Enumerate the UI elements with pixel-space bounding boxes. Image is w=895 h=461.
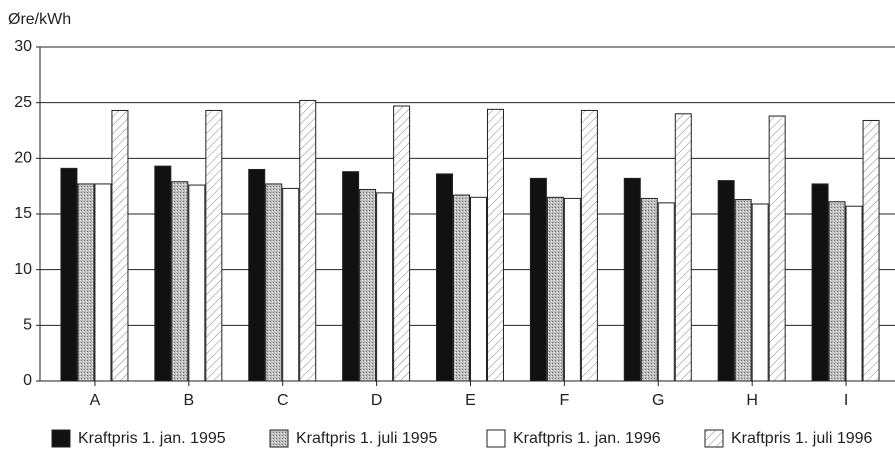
bar xyxy=(265,183,283,382)
bar xyxy=(546,196,564,382)
bar xyxy=(828,201,846,382)
bar xyxy=(717,180,735,382)
bar xyxy=(674,113,692,382)
legend-label: Kraftpris 1. jan. 1996 xyxy=(513,430,661,447)
bar xyxy=(359,189,377,382)
bar xyxy=(657,202,675,382)
bar xyxy=(845,205,863,382)
x-tick-label: E xyxy=(465,392,476,409)
legend-swatch xyxy=(486,429,506,448)
bar xyxy=(299,99,317,382)
bar xyxy=(862,119,880,382)
legend-label: Kraftpris 1. juli 1996 xyxy=(731,430,873,447)
bar xyxy=(563,197,581,382)
bar xyxy=(94,183,112,382)
bar xyxy=(154,165,172,382)
y-tick-label: 25 xyxy=(14,94,32,111)
bar xyxy=(111,109,129,382)
x-tick-label: C xyxy=(277,392,289,409)
bar xyxy=(623,177,641,382)
bar xyxy=(751,203,769,382)
bar xyxy=(436,173,453,382)
y-tick-label: 20 xyxy=(14,150,32,167)
y-tick-label: 5 xyxy=(23,317,32,334)
x-tick-label: G xyxy=(652,392,664,409)
x-tick-label: D xyxy=(371,392,383,409)
bar xyxy=(342,171,360,382)
bar xyxy=(205,109,223,382)
bar xyxy=(734,199,752,382)
bar xyxy=(487,108,504,382)
x-tick-label: I xyxy=(844,392,848,409)
bar xyxy=(171,181,189,382)
bar xyxy=(580,109,598,382)
bar xyxy=(60,167,78,382)
legend-swatch xyxy=(704,429,724,448)
bar xyxy=(453,194,470,382)
x-tick-label: F xyxy=(559,392,569,409)
bar xyxy=(470,196,487,382)
y-tick-label: 0 xyxy=(23,372,32,389)
bar xyxy=(393,105,411,382)
legend-label: Kraftpris 1. juli 1995 xyxy=(296,430,438,447)
bar xyxy=(376,192,394,382)
bar xyxy=(768,115,786,382)
x-tick-label: B xyxy=(183,392,194,409)
x-tick-label: H xyxy=(746,392,758,409)
y-axis-label: Øre/kWh xyxy=(8,11,71,28)
bar xyxy=(77,183,95,382)
bar xyxy=(248,168,266,382)
bar xyxy=(282,187,300,382)
y-tick-label: 10 xyxy=(14,261,32,278)
bar xyxy=(188,184,206,382)
legend-swatch xyxy=(269,429,289,448)
y-tick-label: 15 xyxy=(14,205,32,222)
legend-swatch xyxy=(51,429,71,448)
legend-label: Kraftpris 1. jan. 1995 xyxy=(78,430,226,447)
x-tick-label: A xyxy=(90,392,101,409)
bar xyxy=(529,177,547,382)
y-tick-label: 30 xyxy=(14,38,32,55)
bar xyxy=(640,197,658,382)
bar xyxy=(811,183,829,382)
